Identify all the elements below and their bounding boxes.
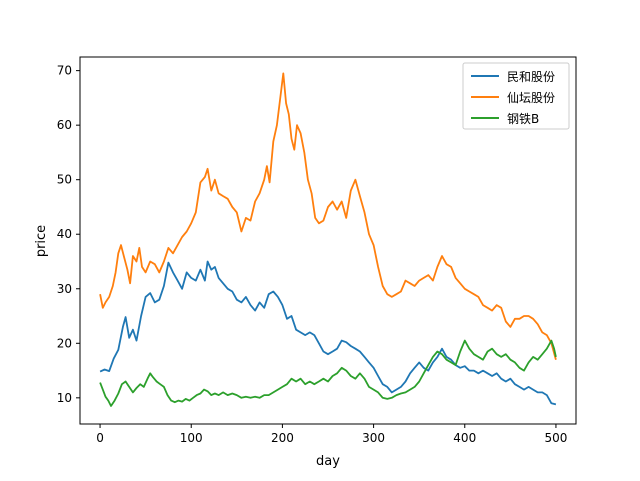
series-line-1 <box>99 260 557 406</box>
y-tick-label: 20 <box>57 336 72 350</box>
legend-label-2: 仙坛股份 <box>507 91 555 105</box>
x-tick-label: 0 <box>96 431 104 445</box>
x-tick-label: 500 <box>544 431 567 445</box>
legend-label-3: 钢铁B <box>507 112 539 126</box>
legend-box <box>462 62 570 130</box>
x-tick-label: 400 <box>453 431 476 445</box>
series-layer <box>99 72 557 407</box>
y-tick-label: 60 <box>57 118 72 132</box>
x-tick-label: 200 <box>271 431 294 445</box>
series-line-3 <box>99 339 557 407</box>
series-line-2 <box>99 72 557 360</box>
y-axis: 10 20 30 40 50 60 70 <box>57 64 80 405</box>
x-axis-label: day <box>316 454 340 469</box>
x-axis: 0 100 200 300 400 500 <box>96 424 567 445</box>
plot-frame <box>79 56 577 425</box>
y-tick-label: 70 <box>57 64 72 78</box>
y-axis-label: price <box>34 225 49 257</box>
y-tick-label: 10 <box>57 391 72 405</box>
x-tick-label: 100 <box>180 431 203 445</box>
x-tick-label: 300 <box>362 431 385 445</box>
legend-label-1: 民和股份 <box>507 70 555 84</box>
y-tick-label: 50 <box>57 173 72 187</box>
y-tick-label: 40 <box>57 227 72 241</box>
y-tick-label: 30 <box>57 282 72 296</box>
